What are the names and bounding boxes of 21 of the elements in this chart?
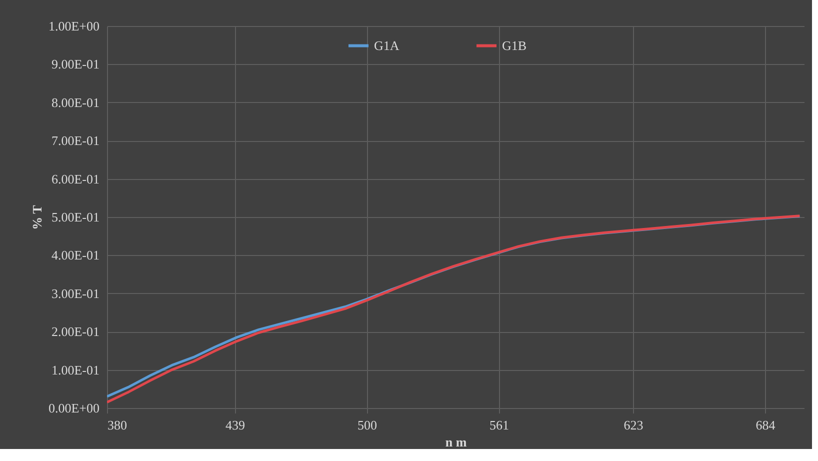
y-tick-label: 5.00E-01 (51, 210, 100, 224)
x-axis-title: n m (445, 434, 467, 450)
x-tick-label: 380 (108, 418, 127, 432)
x-tick-label: 500 (358, 418, 377, 432)
y-tick-label: 4.00E-01 (51, 248, 100, 263)
y-tick-label: 1.00E-01 (51, 362, 100, 378)
y-tick-label: 0.00E+00 (48, 400, 100, 416)
legend-label: G1B (502, 38, 527, 53)
y-tick-label: 3.00E-01 (51, 286, 100, 301)
y-tick-label: 7.00E-01 (51, 133, 100, 148)
x-tick-label: 684 (756, 418, 776, 432)
x-tick-label: 623 (624, 418, 644, 432)
y-tick-label: 2.00E-01 (51, 324, 100, 340)
x-tick-label: 439 (225, 418, 245, 432)
y-axis-title: % T (29, 204, 44, 230)
y-tick-label: 8.00E-01 (51, 94, 100, 110)
y-tick-label: 9.00E-01 (51, 56, 100, 72)
y-tick-label: 1.00E+00 (48, 18, 100, 34)
legend-label: G1A (374, 38, 400, 53)
x-tick-label: 561 (490, 418, 510, 432)
y-tick-label: 6.00E-01 (51, 171, 100, 186)
